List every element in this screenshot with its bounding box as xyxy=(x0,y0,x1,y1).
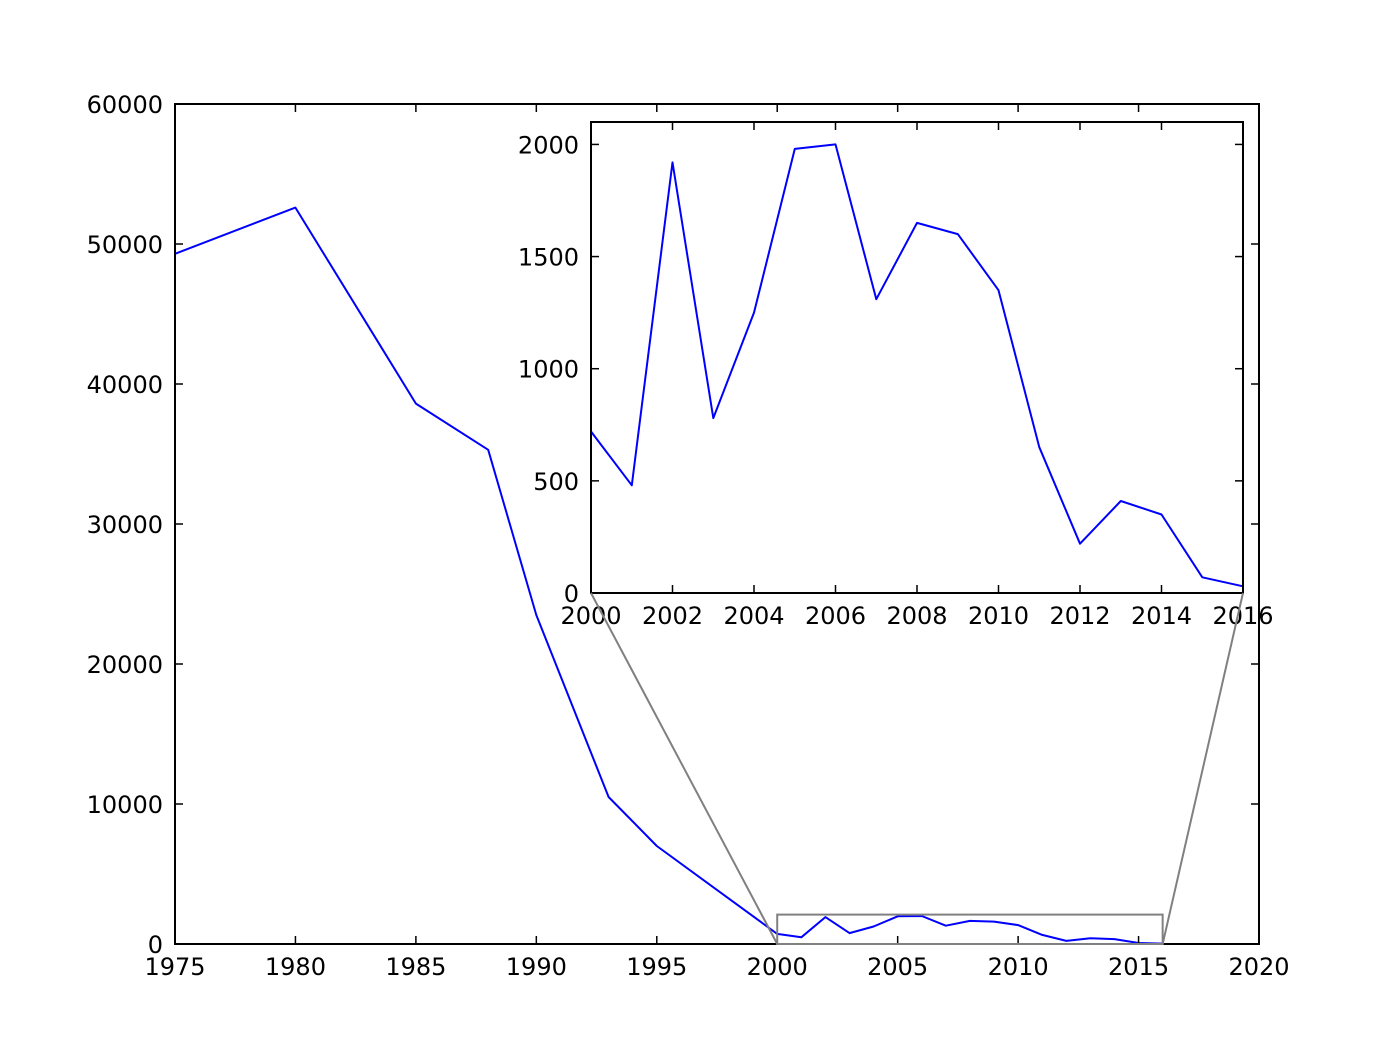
inset-x-tick-label: 2002 xyxy=(642,602,703,630)
inset-plot-area xyxy=(591,122,1243,593)
main-series-line xyxy=(174,206,1163,945)
inset-x-tick-label: 2006 xyxy=(805,602,866,630)
inset-x-tick-label: 2012 xyxy=(1049,602,1110,630)
inset-y-tick-label: 1500 xyxy=(518,244,579,272)
main-x-tick-label: 2010 xyxy=(988,953,1049,981)
main-x-tick-label: 2020 xyxy=(1228,953,1289,981)
main-x-tick-label: 1975 xyxy=(144,953,205,981)
zoom-connector-left xyxy=(590,592,779,945)
inset-x-tick-label: 2010 xyxy=(968,602,1029,630)
inset-x-tick-label: 2016 xyxy=(1212,602,1273,630)
inset-x-tick-label: 2014 xyxy=(1131,602,1192,630)
main-y-tick-label: 20000 xyxy=(87,651,163,679)
zoom-region-box xyxy=(776,913,1164,945)
inset-x-tick-label: 2004 xyxy=(723,602,784,630)
inset-series-line xyxy=(590,143,1244,588)
inset-y-tick-label: 2000 xyxy=(518,131,579,159)
inset-plot: 2000 2002 2004 2006 2008 2010 2012 2014 2016 0 500… xyxy=(518,121,1274,630)
zoom-indicator xyxy=(590,592,1244,945)
main-y-tick-label: 30000 xyxy=(87,511,163,539)
inset-x-tick-label: 2000 xyxy=(560,602,621,630)
main-x-tick-label: 2005 xyxy=(867,953,928,981)
main-x-tick-label: 1995 xyxy=(626,953,687,981)
main-y-tick-label: 40000 xyxy=(87,371,163,399)
main-x-tick-label: 1990 xyxy=(506,953,567,981)
main-x-tick-label: 2000 xyxy=(747,953,808,981)
inset-x-tick-label: 2008 xyxy=(886,602,947,630)
inset-y-tick-label: 500 xyxy=(533,468,579,496)
main-x-tick-label: 2015 xyxy=(1108,953,1169,981)
main-x-tick-label: 1980 xyxy=(265,953,326,981)
inset-y-tick-label: 1000 xyxy=(518,356,579,384)
main-y-tick-label: 60000 xyxy=(87,91,163,119)
inset-y-tick-label: 0 xyxy=(564,580,579,608)
zoom-connector-right xyxy=(1161,592,1244,945)
main-y-tick-label: 50000 xyxy=(87,231,163,259)
main-y-tick-label: 10000 xyxy=(87,791,163,819)
main-x-tick-label: 1985 xyxy=(385,953,446,981)
main-y-tick-label: 0 xyxy=(148,931,163,959)
